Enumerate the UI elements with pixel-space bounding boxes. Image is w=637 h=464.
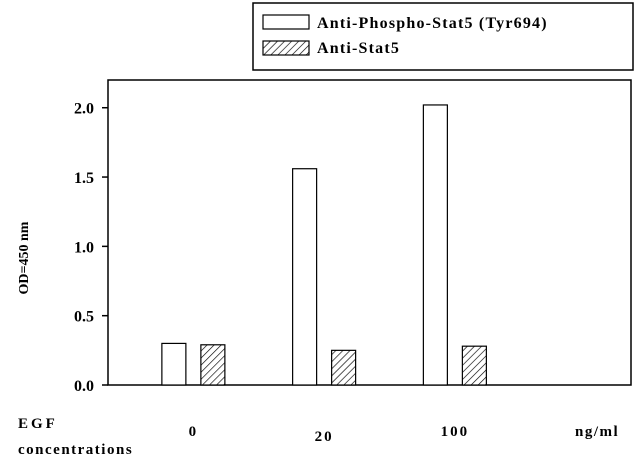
y-tick-label: 2.0 [74, 101, 94, 118]
bar-stat5-20 [331, 349, 357, 386]
legend-label-stat5: Anti-Stat5 [317, 40, 400, 57]
y-tick-label: 0.5 [74, 309, 94, 326]
legend-label-phospho-stat5: Anti-Phospho-Stat5 (Tyr694) [317, 15, 548, 32]
x-category-label-20: 20 [315, 429, 334, 445]
x-axis-unit-label: ng/ml [575, 424, 619, 440]
legend-swatch-phospho-stat5 [262, 14, 310, 30]
plot-frame [107, 79, 632, 386]
y-tick-label: 1.5 [74, 170, 94, 187]
legend: Anti-Phospho-Stat5 (Tyr694) Anti-Stat5 [252, 2, 634, 71]
x-axis-label-line1: EGF [18, 416, 58, 432]
x-category-label-100: 100 [441, 424, 470, 440]
bars [161, 104, 487, 386]
legend-box [252, 2, 634, 71]
x-category-label-0: 0 [189, 424, 199, 440]
y-tick-label: 1.0 [74, 239, 94, 256]
bar-phospho-stat5-100 [422, 104, 448, 386]
bar-phospho-stat5-20 [292, 168, 318, 386]
y-axis-label: OD=450 nm [17, 221, 32, 294]
x-axis-category-labels: 0 20 100 [189, 424, 470, 445]
x-axis-label-line2: concentrations [18, 442, 133, 458]
bar-phospho-stat5-0 [161, 342, 187, 386]
bar-stat5-0 [200, 344, 226, 386]
y-axis-ticks: 0.0 0.5 1.0 1.5 2.0 [74, 101, 108, 395]
legend-swatch-stat5 [262, 40, 310, 56]
y-tick-label: 0.0 [74, 378, 94, 395]
bar-stat5-100 [461, 345, 487, 386]
